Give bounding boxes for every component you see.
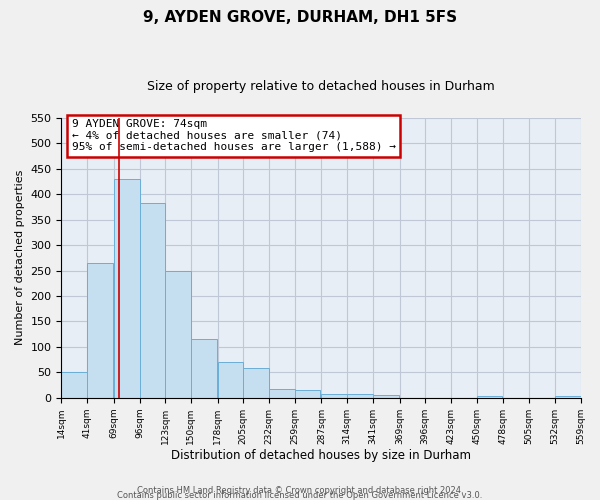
Bar <box>191 340 217 398</box>
Title: Size of property relative to detached houses in Durham: Size of property relative to detached ho… <box>147 80 495 93</box>
Bar <box>244 368 269 398</box>
Bar <box>373 396 398 398</box>
Text: Contains public sector information licensed under the Open Government Licence v3: Contains public sector information licen… <box>118 490 482 500</box>
Bar <box>322 394 347 398</box>
Bar <box>555 396 581 398</box>
Bar <box>114 179 140 398</box>
Bar <box>87 263 113 398</box>
Bar <box>165 270 191 398</box>
Bar <box>61 372 87 398</box>
Text: 9, AYDEN GROVE, DURHAM, DH1 5FS: 9, AYDEN GROVE, DURHAM, DH1 5FS <box>143 10 457 25</box>
Bar <box>269 389 295 398</box>
Bar <box>218 362 244 398</box>
X-axis label: Distribution of detached houses by size in Durham: Distribution of detached houses by size … <box>171 450 471 462</box>
Y-axis label: Number of detached properties: Number of detached properties <box>15 170 25 346</box>
Bar <box>476 396 502 398</box>
Bar <box>295 390 320 398</box>
Text: 9 AYDEN GROVE: 74sqm
← 4% of detached houses are smaller (74)
95% of semi-detach: 9 AYDEN GROVE: 74sqm ← 4% of detached ho… <box>72 119 396 152</box>
Bar <box>140 204 165 398</box>
Bar <box>347 394 373 398</box>
Text: Contains HM Land Registry data © Crown copyright and database right 2024.: Contains HM Land Registry data © Crown c… <box>137 486 463 495</box>
